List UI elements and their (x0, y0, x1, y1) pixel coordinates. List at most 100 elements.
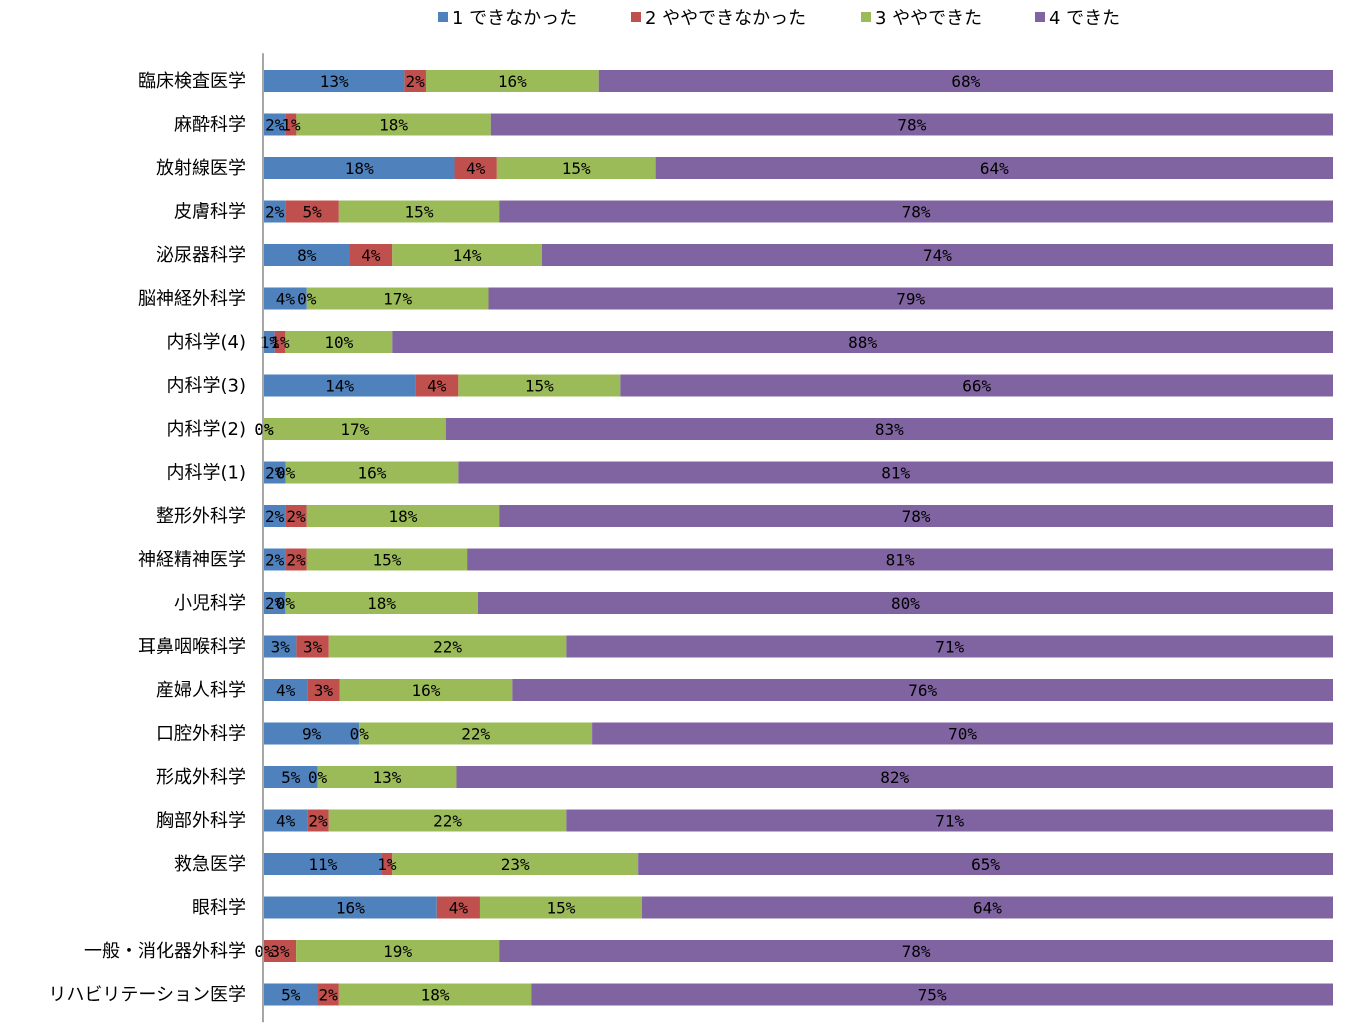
bar-segment-series-3 (338, 983, 532, 1006)
bar-segment-series-4 (598, 70, 1333, 92)
data-label: 2% (265, 594, 285, 613)
bar-segment-series-2 (381, 853, 393, 875)
bar-segment-series-2 (307, 809, 329, 832)
data-label: 15% (562, 159, 591, 178)
data-label: 2% (265, 507, 285, 526)
data-label: 81% (886, 551, 915, 570)
bar-segment-series-3 (338, 200, 500, 223)
category-label: 救急医学 (174, 854, 246, 875)
bar-segment-series-1 (264, 200, 286, 223)
bar-segment-series-2 (454, 157, 497, 179)
data-label: 4% (449, 899, 469, 918)
data-label: 5% (302, 203, 322, 222)
bar-segment-series-2 (415, 374, 459, 397)
bar-segment-series-1 (264, 722, 360, 745)
data-label: 4% (276, 681, 296, 700)
data-label: 4% (276, 812, 296, 831)
data-label: 14% (453, 246, 482, 265)
bar-segment-series-3 (296, 113, 491, 136)
data-label: 5% (281, 768, 301, 787)
data-label: 18% (379, 116, 408, 135)
category-label: 眼科学 (192, 898, 246, 919)
legend-swatch-2 (631, 12, 641, 22)
bar-segment-series-1 (264, 896, 437, 919)
data-label: 2% (265, 116, 285, 135)
bar-segment-series-2 (285, 548, 307, 571)
data-label: 4% (276, 290, 296, 309)
bar-segment-series-3 (285, 331, 393, 353)
data-label: 18% (345, 159, 374, 178)
data-label: 3% (303, 638, 323, 657)
bar-segment-series-3 (392, 853, 639, 875)
data-label: 83% (875, 420, 904, 439)
data-label: 2% (308, 812, 328, 831)
data-label: 82% (880, 768, 909, 787)
legend-label-2: 2 ややできなかった (645, 8, 806, 29)
bar-segment-series-4 (592, 722, 1333, 745)
category-label: 皮膚科学 (174, 202, 246, 223)
bar-segment-series-4 (655, 157, 1333, 179)
data-label: 5% (281, 986, 301, 1005)
category-label: 形成外科学 (156, 767, 246, 788)
data-label: 19% (383, 942, 412, 961)
data-label: 80% (891, 594, 920, 613)
data-label: 16% (358, 464, 387, 483)
bar-segment-series-2 (285, 200, 339, 223)
data-label: 14% (325, 377, 354, 396)
bar-segment-series-3 (306, 505, 500, 527)
data-label: 11% (308, 855, 337, 874)
bar-segment-series-2 (285, 505, 307, 527)
data-label: 1% (260, 333, 280, 352)
data-label: 71% (935, 638, 964, 657)
bar-segment-series-1 (264, 679, 308, 701)
data-label: 18% (421, 986, 450, 1005)
bar-segment-series-2 (285, 113, 297, 136)
bar-segment-series-2 (296, 635, 329, 658)
bar-segment-series-1 (264, 461, 286, 484)
category-label: 放射線医学 (156, 158, 246, 179)
data-label: 70% (948, 725, 977, 744)
category-label: 脳神経外科学 (138, 289, 246, 310)
bar-segment-series-4 (490, 113, 1333, 136)
bar-segment-series-3 (285, 592, 478, 614)
bar-segment-series-4 (456, 766, 1333, 788)
data-label: 18% (367, 594, 396, 613)
data-label: 22% (433, 812, 462, 831)
data-label: 18% (389, 507, 418, 526)
data-label: 15% (546, 899, 575, 918)
data-label: 0% (276, 464, 296, 483)
data-labels: 13% 2% 16% 68%2%1% 18% 78%18% 4% 15% 64%2% 5% 15% 7… (254, 72, 1009, 1005)
bar-segment-series-4 (566, 635, 1333, 658)
bar-segment-series-2 (349, 244, 393, 266)
data-label: 65% (971, 855, 1000, 874)
bar-segment-series-4 (499, 505, 1333, 527)
data-label: 64% (973, 899, 1002, 918)
bar-segment-series-2 (436, 896, 480, 919)
bar-segment-series-4 (566, 809, 1333, 832)
bar-segment-series-4 (467, 548, 1333, 571)
bar-segment-series-4 (499, 200, 1333, 223)
bar-segment-series-4 (620, 374, 1333, 397)
data-label: 0% (350, 725, 370, 744)
bar-segment-series-3 (425, 70, 599, 92)
data-label: 2% (286, 507, 306, 526)
bar-segment-series-1 (264, 983, 318, 1006)
bars (264, 70, 1334, 1006)
category-label: 一般・消化器外科学 (84, 941, 246, 962)
data-label: 68% (951, 72, 980, 91)
bar-segment-series-4 (512, 679, 1333, 701)
category-label: 内科学(3) (167, 376, 247, 397)
data-label: 1% (281, 116, 301, 135)
bar-segment-series-4 (638, 853, 1333, 875)
data-label: 2% (265, 203, 285, 222)
bar-segment-series-3 (392, 244, 542, 266)
data-label: 13% (320, 72, 349, 91)
category-label: 内科学(1) (167, 463, 247, 484)
data-label: 78% (902, 203, 931, 222)
bar-segment-series-3 (496, 157, 656, 179)
bar-segment-series-1 (264, 113, 286, 136)
data-label: 88% (848, 333, 877, 352)
data-label: 4% (466, 159, 486, 178)
data-label: 2% (265, 551, 285, 570)
bar-segment-series-1 (264, 374, 416, 397)
